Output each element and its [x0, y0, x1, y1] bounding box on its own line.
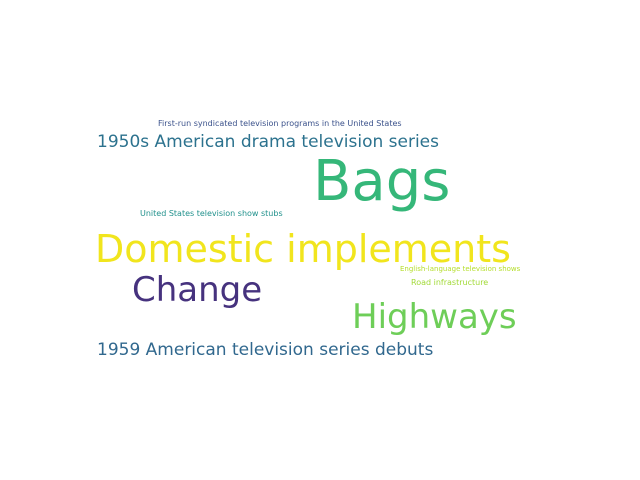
word-change: Change: [132, 270, 263, 310]
word-1950s-american-drama-television-series: 1950s American drama television series: [97, 132, 440, 152]
word-first-run-syndicated-television-programs: First-run syndicated television programs…: [158, 119, 402, 128]
word-road-infrastructure: Road infrastructure: [411, 278, 489, 287]
word-united-states-television-show-stubs: United States television show stubs: [140, 209, 283, 218]
word-english-language-television-shows: English-language television shows: [400, 265, 521, 273]
word-domestic-implements: Domestic implements: [95, 227, 511, 271]
word-highways: Highways: [352, 297, 517, 337]
word-bags: Bags: [313, 149, 451, 214]
word-1959-american-television-series-debuts: 1959 American television series debuts: [97, 340, 434, 360]
